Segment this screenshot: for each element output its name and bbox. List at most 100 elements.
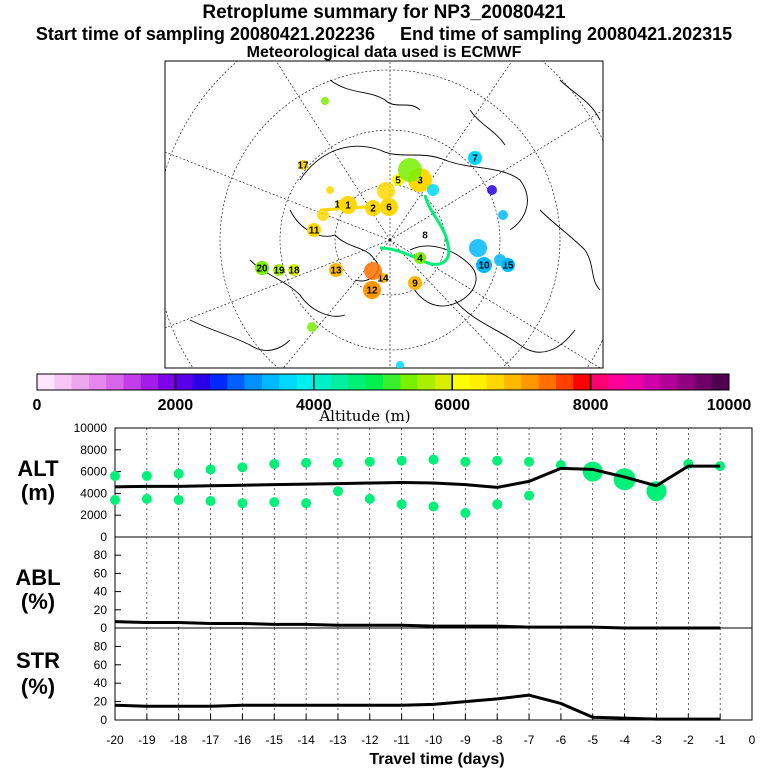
plume-marker [487, 185, 497, 195]
plume-markers: 2019181716126478910121314151153 [255, 97, 515, 368]
plume-marker [363, 281, 381, 299]
plume-marker [364, 262, 382, 280]
y-tick-label: 40 [94, 585, 108, 599]
plume-marker [408, 276, 422, 290]
cluster-point [301, 457, 312, 468]
map: 2019181716126478910121314151153 [164, 60, 604, 369]
x-tick-label: -10 [425, 733, 443, 747]
colorbar-swatch [556, 374, 574, 390]
plume-marker-label: 19 [273, 266, 285, 277]
x-tick-label: -1 [715, 733, 726, 747]
plume-marker [498, 210, 508, 220]
colorbar-swatch [175, 374, 193, 390]
cluster-point [205, 464, 216, 475]
colorbar-swatch [400, 374, 418, 390]
colorbar-swatch [313, 374, 332, 390]
plume-marker-label: 8 [422, 231, 428, 242]
colorbar-swatch [625, 374, 643, 390]
y-tick-label: 10000 [74, 421, 108, 435]
y-tick-label: 0 [100, 530, 107, 544]
colorbar-swatch [158, 374, 176, 390]
y-tick-label: 60 [94, 658, 108, 672]
cluster-point [428, 501, 439, 512]
abl-unit: (%) [21, 589, 55, 614]
x-tick-label: -14 [297, 733, 315, 747]
x-tick-label: -20 [106, 733, 124, 747]
plume-marker-label: 15 [502, 261, 514, 272]
plume-marker [427, 184, 439, 196]
plume-marker [365, 200, 381, 216]
colorbar-swatch [486, 374, 505, 390]
colorbar-tick-label: 4000 [296, 397, 332, 414]
cluster-point [110, 494, 120, 505]
plume-marker-label: 11 [309, 226, 320, 237]
plume-marker [396, 361, 404, 368]
colorbar-swatch [677, 374, 695, 390]
colorbar-tick-label: 6000 [434, 397, 470, 414]
y-tick-label: 40 [94, 676, 108, 690]
plume-marker-label: 6 [386, 203, 392, 214]
y-tick-label: 0 [100, 621, 107, 635]
y-tick-label: 8000 [80, 443, 107, 457]
colorbar-tick-label: 8000 [573, 397, 609, 414]
map-frame [164, 60, 604, 369]
colorbar-tick-label: 10000 [707, 397, 752, 414]
cluster-point [396, 499, 407, 510]
cluster-point [237, 462, 248, 473]
plume-marker [469, 239, 487, 257]
colorbar-swatch [573, 374, 591, 390]
colorbar-swatch [348, 374, 366, 390]
cluster-point [269, 497, 280, 508]
x-axis-label: Travel time (days) [369, 751, 504, 768]
cluster-point [460, 508, 471, 519]
plume-marker-label: 4 [417, 254, 423, 265]
x-tick-label: -12 [361, 733, 379, 747]
colorbar-swatch [140, 374, 159, 390]
colorbar-swatch [417, 374, 436, 390]
cluster-point [332, 457, 343, 468]
cluster-point [492, 499, 503, 510]
cluster-point [301, 498, 312, 509]
plume-marker-label: 1 [345, 201, 351, 212]
cluster-point [332, 486, 343, 497]
x-tick-label: -18 [170, 733, 188, 747]
colorbar-swatch [261, 374, 280, 390]
plume-marker-label: 18 [288, 266, 300, 277]
x-tick-label: -5 [587, 733, 598, 747]
colorbar-swatch [434, 374, 453, 390]
series-line-str [114, 693, 721, 721]
x-tick-label: -16 [234, 733, 252, 747]
graticule-circle [334, 184, 446, 296]
plume-marker [326, 186, 334, 194]
plume-marker [414, 252, 426, 264]
colorbar-swatch [331, 374, 349, 390]
cluster-point [582, 461, 603, 482]
x-tick-label: -2 [683, 733, 694, 747]
colorbar-swatch [694, 374, 712, 390]
colorbar-swatch [504, 374, 522, 390]
cluster-point [141, 493, 152, 504]
y-tick-label: 80 [94, 639, 108, 653]
chart-title: Retroplume summary for NP3_20080421 [202, 2, 566, 23]
series-line-alt [114, 464, 721, 489]
str-label: STR [16, 648, 60, 673]
colorbar-swatch [538, 374, 557, 390]
colorbar-swatch [71, 374, 90, 390]
plume-marker [494, 254, 506, 266]
x-tick-label: -15 [266, 733, 284, 747]
colorbar-swatch [296, 374, 315, 390]
start-time: Start time of sampling 20080421.202236 [35, 24, 375, 44]
cluster-point [205, 496, 216, 507]
colorbar-swatch [452, 374, 470, 390]
colorbar-swatch [123, 374, 142, 390]
cluster-point [492, 455, 503, 466]
cluster-point [396, 455, 407, 466]
plume-marker [468, 151, 482, 165]
colorbar-swatch [106, 374, 124, 390]
cluster-point [524, 490, 535, 501]
cluster-point [237, 498, 248, 509]
colorbar-swatch [469, 374, 488, 390]
plume-marker [298, 160, 308, 170]
y-tick-label: 80 [94, 548, 108, 562]
plume-marker [329, 263, 343, 277]
